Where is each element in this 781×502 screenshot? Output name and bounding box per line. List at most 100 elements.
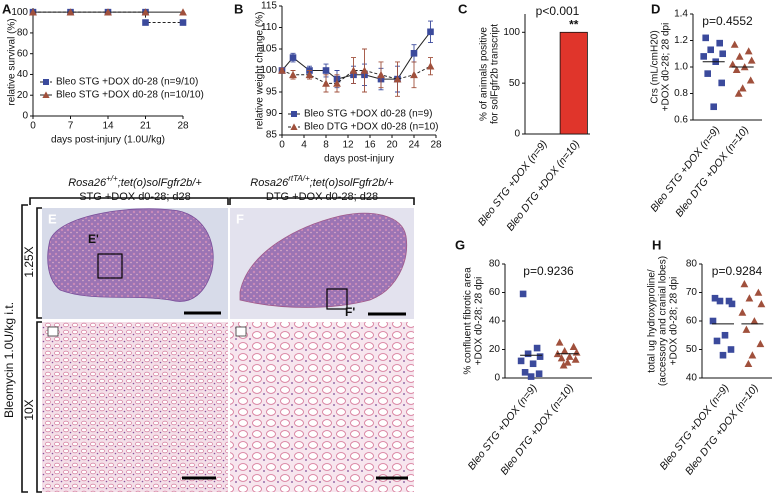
marker: [569, 342, 578, 350]
y-axis-label: Crs (mL/cmH20): [650, 30, 661, 103]
marker: [141, 8, 150, 16]
category-label: Bleo STG +DOX (n=9): [466, 382, 540, 472]
marker: [732, 65, 741, 73]
treatment-axis-label: Bleomycin 1.0U/kg i.t.: [2, 302, 16, 418]
marker: [521, 369, 529, 376]
y-axis-label: +DOX d0-28; 28 dpi: [669, 277, 680, 366]
significance: **: [569, 17, 579, 31]
panel-letter: G: [455, 237, 465, 252]
marker: [740, 280, 749, 288]
marker: [305, 70, 314, 79]
marker: [734, 89, 743, 97]
marker: [278, 66, 286, 74]
p-value: p<0.001: [536, 4, 580, 18]
y-tick-label: 110: [261, 22, 277, 33]
marker: [349, 66, 358, 74]
marker: [535, 370, 543, 378]
panel-letter: H: [652, 237, 661, 252]
y-tick-label: 20: [489, 344, 501, 355]
marker: [66, 8, 75, 16]
marker: [719, 351, 727, 359]
image-letter: E: [48, 211, 57, 226]
marker: [709, 317, 717, 325]
legend-marker: [42, 91, 50, 98]
y-axis-label: total ug hydroxyproline/: [647, 269, 658, 373]
marker: [718, 79, 725, 87]
y-tick-label: 40: [686, 373, 698, 384]
marker: [360, 66, 369, 74]
marker: [560, 347, 569, 355]
genotype-superscript: +/+: [106, 174, 118, 183]
marker: [179, 8, 187, 16]
genotype-part: Rosa26: [250, 177, 289, 189]
image-letter: F: [236, 211, 244, 226]
y-axis-label: relative survival (%): [7, 18, 18, 105]
y-tick-label: 80: [489, 259, 501, 270]
legend-label: Bleo STG +DOX d0-28 (n=9/10): [56, 77, 198, 88]
x-tick-label: 4: [301, 140, 307, 151]
marker: [517, 357, 525, 365]
bar: [559, 31, 588, 135]
marker: [716, 297, 724, 305]
x-tick-label: 16: [364, 140, 376, 151]
y-axis-label: +DOX d0-28; 28 dpi: [474, 277, 485, 366]
histology-headers: Rosa26+/+;tet(o)solFgfr2b/+ STG +DOX d0-…: [68, 174, 394, 203]
y-tick-label: 115: [261, 1, 277, 12]
marker: [750, 317, 759, 325]
marker: [519, 290, 527, 298]
marker: [565, 352, 574, 360]
y-tick-label: 95: [266, 87, 278, 98]
marker: [322, 79, 330, 87]
x-axis-label: days post-injury: [324, 154, 394, 165]
marker: [29, 8, 37, 16]
y-tick-label: 60: [17, 48, 29, 59]
legend-label: Bleo DTG +DOX d0-28 (n=10): [304, 122, 439, 133]
x-axis-label: days post-injury (1.0U/kg): [51, 135, 165, 146]
treatment-label: STG +DOX d0-28; d28: [79, 191, 191, 203]
x-tick-label: 0: [30, 121, 36, 132]
marker: [426, 62, 435, 70]
marker: [289, 70, 297, 79]
y-axis-label: for solFgfr2b transcript: [490, 24, 501, 124]
y-tick-label: 80: [17, 28, 29, 39]
marker: [745, 294, 754, 302]
legend-label: Bleo STG +DOX d0-28 (n=9): [304, 109, 432, 120]
bracket: [36, 321, 42, 493]
marker: [735, 52, 744, 60]
marker: [748, 351, 757, 359]
x-tick-label: 28: [430, 140, 442, 151]
marker: [524, 350, 532, 358]
marker: [744, 359, 753, 368]
panel-letter: A: [2, 1, 12, 16]
marker: [744, 47, 753, 55]
y-tick-label: 1.2: [674, 35, 688, 46]
marker: [529, 360, 537, 368]
x-tick-label: 0: [279, 140, 285, 151]
y-tick-label: 0: [494, 373, 500, 384]
y-axis-label: relative weight change (%): [255, 12, 266, 130]
y-tick-label: 50: [509, 78, 521, 89]
inset-icon: [235, 326, 247, 337]
genotype-part: Rosa26: [68, 177, 107, 189]
lung-section: [47, 208, 214, 302]
y-tick-label: 50: [686, 344, 698, 355]
marker: [711, 294, 719, 302]
inset-icon: [47, 326, 59, 337]
category-label: Bleo DTG +DOX (n=10): [498, 382, 576, 477]
x-tick-label: 21: [140, 121, 152, 132]
bracket: [29, 197, 229, 205]
marker: [738, 308, 747, 316]
y-tick-label: 1.4: [674, 9, 688, 20]
x-tick-label: 28: [177, 121, 189, 132]
marker: [704, 70, 711, 77]
y-tick-label: 0: [514, 129, 520, 140]
y-tick-label: 100: [260, 65, 277, 76]
marker: [710, 103, 717, 111]
treatment-label: DTG +DOX d0-28; d28: [266, 191, 378, 203]
panel-letter: B: [234, 1, 243, 16]
inset-box: [326, 288, 348, 310]
marker: [713, 337, 721, 345]
genotype-part: ;tet(o)solFgfr2b/+: [310, 177, 395, 189]
marker: [730, 40, 739, 48]
series-line: [281, 65, 431, 84]
